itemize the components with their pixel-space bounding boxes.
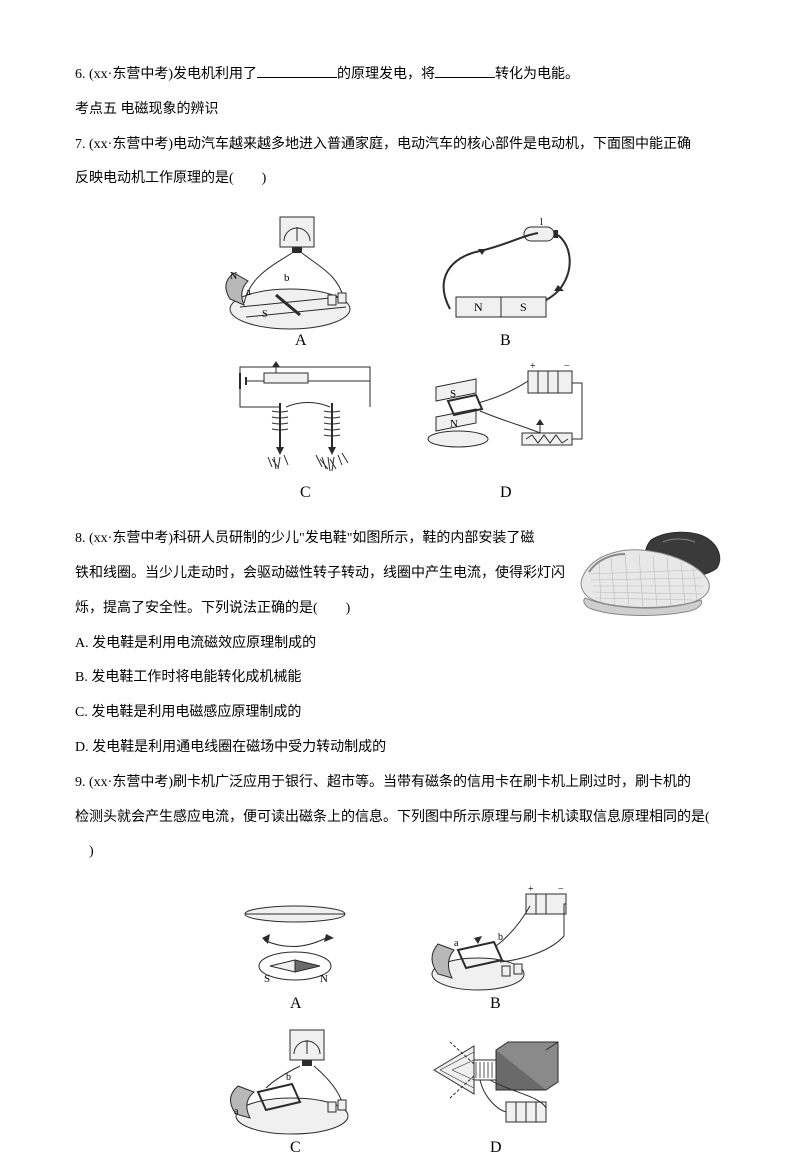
q7-line2: 反映电动机工作原理的是( ) bbox=[75, 164, 725, 195]
svg-text:l: l bbox=[540, 217, 543, 228]
q7-svg: N S a b A l N S bbox=[190, 207, 610, 507]
svg-text:a: a bbox=[454, 938, 459, 949]
q9-line1: 9. (xx·东营中考)刷卡机广泛应用于银行、超市等。当带有磁条的信用卡在刷卡机… bbox=[75, 768, 725, 799]
svg-text:−: − bbox=[564, 361, 570, 372]
svg-text:a: a bbox=[234, 1106, 239, 1117]
q8-optD: D. 发电鞋是利用通电线圈在磁场中受力转动制成的 bbox=[75, 733, 725, 764]
svg-text:b: b bbox=[284, 272, 290, 284]
shoe-svg bbox=[575, 528, 725, 618]
svg-text:a: a bbox=[246, 286, 251, 298]
q6-blank1 bbox=[257, 64, 337, 78]
q9-label-d: D bbox=[490, 1139, 502, 1156]
q9-line3: ) bbox=[75, 837, 725, 868]
q8-block: 8. (xx·东营中考)科研人员研制的少儿"发电鞋"如图所示，鞋的内部安装了磁 … bbox=[75, 524, 725, 764]
q6-mid: 的原理发电，将 bbox=[337, 67, 435, 82]
q6-after: 转化为电能。 bbox=[495, 67, 579, 82]
q9-label-c: C bbox=[290, 1139, 301, 1156]
svg-text:S: S bbox=[520, 300, 527, 314]
q7-label-d: D bbox=[500, 484, 512, 501]
svg-text:+: + bbox=[528, 884, 534, 895]
shoe-figure bbox=[575, 528, 725, 623]
q7-label-c: C bbox=[300, 484, 311, 501]
svg-text:S: S bbox=[450, 388, 456, 400]
q9-label-b: B bbox=[490, 995, 501, 1012]
q8-optC: C. 发电鞋是利用电磁感应原理制成的 bbox=[75, 698, 725, 729]
q7-figure: N S a b A l N S bbox=[75, 207, 725, 512]
q8-optA: A. 发电鞋是利用电流磁效应原理制成的 bbox=[75, 629, 725, 660]
svg-text:N: N bbox=[320, 973, 328, 985]
q7-label-b: B bbox=[500, 332, 511, 349]
q9-figure: S N A + − a b bbox=[75, 880, 725, 1165]
q8-optB: B. 发电鞋工作时将电能转化成机械能 bbox=[75, 663, 725, 694]
q7-line1: 7. (xx·东营中考)电动汽车越来越多地进入普通家庭，电动汽车的核心部件是电动… bbox=[75, 130, 725, 161]
q6-line: 6. (xx·东营中考)发电机利用了 的原理发电，将 转化为电能。 bbox=[75, 60, 725, 91]
svg-text:S: S bbox=[264, 973, 270, 985]
q9-line2: 检测头就会产生感应电流，便可读出磁条上的信息。下列图中所示原理与刷卡机读取信息原… bbox=[75, 803, 725, 834]
kaodian-5: 考点五 电磁现象的辨识 bbox=[75, 95, 725, 126]
q7a-N: N bbox=[230, 271, 237, 282]
q6-before: 6. (xx·东营中考)发电机利用了 bbox=[75, 67, 257, 82]
q7-label-a: A bbox=[295, 332, 307, 349]
q9-label-a: A bbox=[290, 995, 302, 1012]
svg-text:N: N bbox=[474, 300, 483, 314]
svg-text:+: + bbox=[530, 361, 536, 372]
svg-text:N: N bbox=[450, 418, 458, 430]
q6-blank2 bbox=[435, 64, 495, 78]
q9-svg: S N A + − a b bbox=[190, 880, 610, 1160]
svg-text:−: − bbox=[558, 884, 564, 895]
q7a-S: S bbox=[262, 309, 268, 320]
